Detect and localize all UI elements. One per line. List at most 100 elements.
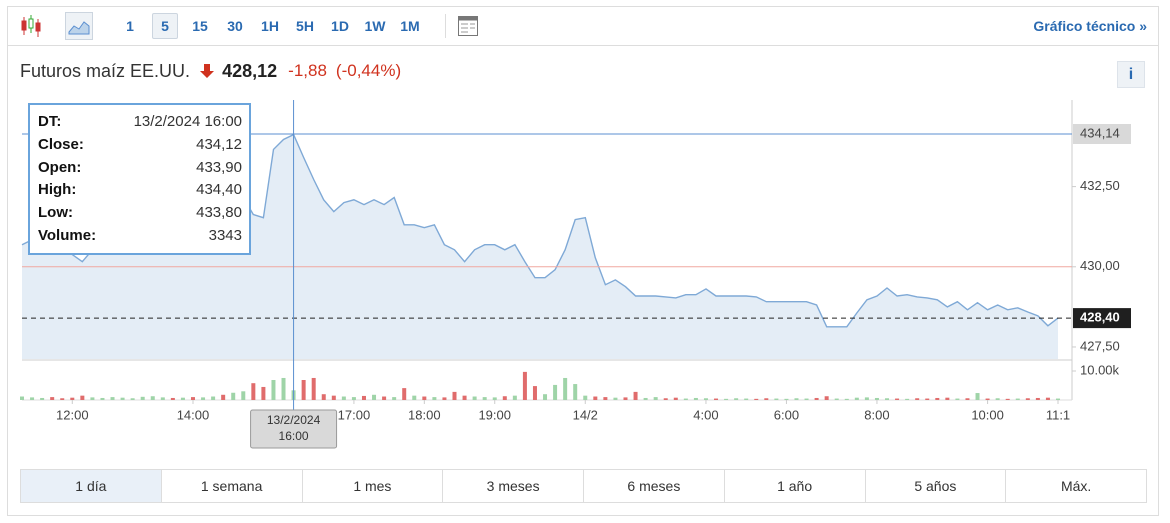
volume-bar: [965, 398, 970, 400]
crosshair-x-box: [250, 409, 338, 449]
area-icon[interactable]: [65, 12, 93, 40]
range-tab[interactable]: 1 día: [21, 470, 161, 502]
volume-bar: [844, 398, 849, 400]
candles-icon[interactable]: [19, 11, 49, 41]
volume-bar: [261, 386, 266, 400]
interval-button[interactable]: 5: [152, 13, 178, 39]
volume-bar: [512, 395, 517, 400]
crosshair-y-box: [1073, 123, 1131, 144]
volume-bar: [372, 394, 377, 400]
volume-bar: [201, 397, 206, 400]
y-tick-label: 427,50: [1080, 338, 1120, 353]
range-tab[interactable]: Máx.: [1005, 470, 1146, 502]
volume-bar: [734, 398, 739, 400]
crosshair-x-label: 13/2/2024 16:00: [266, 413, 321, 443]
volume-bar: [874, 397, 879, 400]
range-tab[interactable]: 1 semana: [160, 470, 302, 502]
volume-tick-label: 10.00k: [1080, 362, 1120, 377]
info-button[interactable]: i: [1117, 61, 1145, 88]
last-price-label: 428,40: [1080, 310, 1120, 325]
volume-bar: [130, 398, 135, 400]
interval-button[interactable]: 1M: [400, 18, 420, 34]
volume-bar: [231, 392, 236, 400]
volume-bar: [452, 391, 457, 400]
volume-bar: [824, 396, 829, 400]
range-tab[interactable]: 3 meses: [442, 470, 583, 502]
volume-bar: [462, 395, 467, 400]
interval-button[interactable]: 1D: [331, 18, 349, 34]
volume-bar: [412, 395, 417, 400]
volume-bar: [90, 397, 95, 400]
volume-bar: [241, 391, 246, 400]
interval-button[interactable]: 30: [227, 18, 243, 34]
volume-bar: [703, 398, 708, 400]
crosshair-y-label: 434,14: [1080, 125, 1120, 140]
volume-bar: [1015, 398, 1020, 400]
tooltip-row: Low: 433,80: [38, 202, 242, 225]
volume-bar: [311, 377, 316, 400]
volume-bar: [774, 398, 779, 400]
interval-button[interactable]: 1: [126, 18, 134, 34]
x-tick-label: 19:00: [478, 407, 511, 422]
volume-bar: [392, 397, 397, 400]
interval-button[interactable]: 15: [192, 18, 208, 34]
range-tab[interactable]: 6 meses: [583, 470, 724, 502]
volume-bar: [351, 397, 356, 400]
tooltip-value: 3343: [208, 226, 242, 244]
x-tick-label: 8:00: [864, 407, 889, 422]
volume-bar: [40, 397, 45, 400]
volume-bar: [482, 397, 487, 400]
table-icon[interactable]: [457, 15, 479, 37]
last-price-box: [1073, 308, 1131, 329]
interval-button[interactable]: 5H: [296, 18, 314, 34]
volume-bar: [935, 397, 940, 400]
volume-bar: [472, 396, 477, 400]
volume-bar: [693, 397, 698, 400]
range-tab[interactable]: 1 mes: [301, 470, 443, 502]
volume-bar: [321, 394, 326, 400]
volume-bar: [895, 398, 900, 400]
volume-bar: [361, 395, 366, 400]
volume-bar: [673, 397, 678, 400]
volume-bar: [1056, 398, 1060, 400]
volume-bar: [754, 398, 759, 400]
volume-bar: [532, 386, 537, 400]
range-tab[interactable]: 5 años: [864, 470, 1006, 502]
y-tick-label: 432,50: [1080, 178, 1120, 193]
range-tab[interactable]: 1 año: [723, 470, 865, 502]
volume-bar: [422, 396, 427, 400]
tooltip-value: 13/2/2024 16:00: [133, 113, 242, 130]
interval-button[interactable]: 1W: [364, 18, 386, 34]
volume-bar: [864, 397, 869, 400]
volume-bar: [653, 397, 658, 400]
range-tabs: 1 día 1 semana 1 mes 3 meses 6 meses 1 año 5 a…: [20, 469, 1147, 503]
volume-bar: [945, 397, 950, 400]
volume-bar: [663, 398, 668, 400]
volume-bar: [683, 398, 688, 400]
tooltip-row: Volume: 3343: [38, 225, 242, 248]
volume-bar: [442, 397, 447, 400]
volume-bar: [301, 380, 306, 400]
interval-button[interactable]: 1H: [261, 18, 279, 34]
tooltip: DT: 13/2/2024 16:00 Close: 434,12 Open: 433,9…: [28, 103, 251, 255]
tooltip-row: High: 434,40: [38, 179, 242, 202]
volume-bar: [271, 380, 276, 400]
tooltip-key: Low:: [38, 204, 73, 222]
volume-bar: [623, 397, 628, 400]
tooltip-key: DT:: [38, 113, 62, 130]
volume-bar: [502, 396, 507, 400]
instrument-name: Futuros maíz EE.UU.: [20, 60, 191, 81]
crosshair-x-label-box: 13/2/2024 16:00: [266, 413, 321, 443]
tooltip-key: Close:: [38, 135, 84, 153]
technical-chart-link[interactable]: Gráfico técnico »: [1033, 18, 1147, 34]
tooltip-key: High:: [38, 181, 77, 199]
volume-bar: [834, 398, 839, 400]
volume-bar: [724, 398, 729, 400]
price-change-pct: (-0,44%): [335, 61, 402, 81]
volume-bar: [110, 397, 115, 400]
volume-bar: [30, 397, 35, 400]
y-tick-label: 430,00: [1080, 258, 1120, 273]
volume-bar: [492, 397, 497, 400]
